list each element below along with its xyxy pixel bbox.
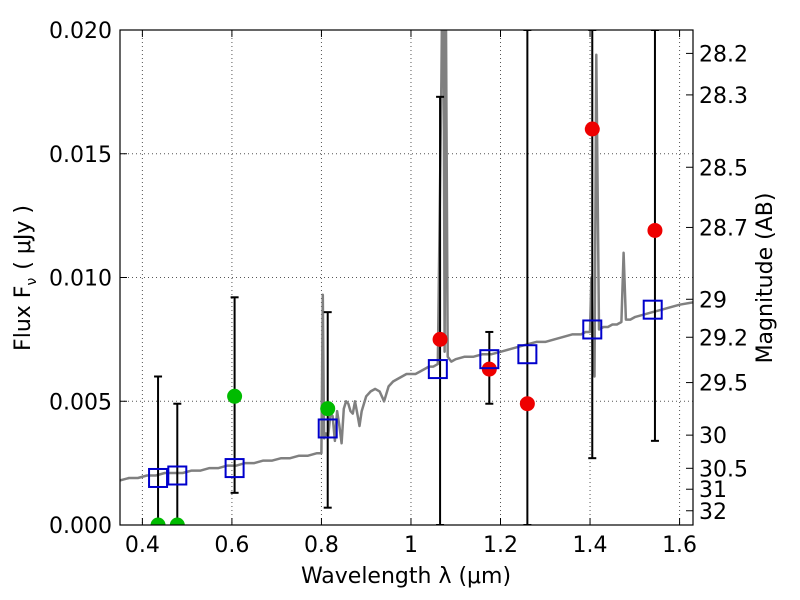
y-tick-label: 0.020 — [49, 19, 112, 44]
mag-tick-label: 30 — [699, 424, 727, 449]
nondetection-point — [320, 401, 336, 417]
detection-point — [647, 222, 663, 238]
model-photometry-square — [582, 319, 603, 340]
x-axis-label: Wavelength λ (μm) — [301, 564, 511, 589]
mag-tick-label: 29.2 — [699, 326, 748, 351]
model-photometry-square — [317, 418, 338, 439]
mag-tick-label: 28.3 — [699, 84, 748, 109]
y-axis-label: Flux Fν ( μJy ) — [11, 205, 40, 351]
mag-tick-label: 30.5 — [699, 457, 748, 482]
detection-point — [519, 396, 535, 412]
x-tick-label: 0.6 — [214, 533, 249, 558]
y-tick-label: 0.005 — [49, 390, 112, 415]
model-photometry-square — [642, 299, 663, 320]
y-axis-label-main: Flux F — [11, 286, 36, 351]
y-tick-label: 0.010 — [49, 267, 112, 292]
nondetection-point — [227, 388, 243, 404]
x-tick-label: 1.6 — [662, 533, 697, 558]
series-layer — [120, 30, 693, 525]
y-tick-label: 0.015 — [49, 143, 112, 168]
mag-tick-label: 28.5 — [699, 156, 748, 181]
y-axis-label-unit: ( μJy ) — [11, 205, 36, 270]
svg-text:Flux Fν( μJy ): Flux Fν ( μJy ) — [11, 205, 40, 351]
model-photometry-square — [479, 349, 500, 370]
x-tick-label: 1.4 — [573, 533, 608, 558]
x-tick-label: 0.4 — [125, 533, 160, 558]
nondetection-point — [169, 517, 185, 525]
model-photometry-square — [167, 465, 188, 486]
model-spectrum-line — [120, 30, 693, 482]
y2-axis-label: Magnitude (AB) — [753, 193, 778, 364]
model-photometry-square — [148, 467, 169, 488]
x-tick-label: 1 — [404, 533, 418, 558]
mag-tick-label: 32 — [699, 500, 727, 525]
detection-point — [584, 121, 600, 137]
grid-lines — [120, 29, 693, 526]
mag-tick-label: 31 — [699, 478, 727, 503]
y-tick-label: 0.000 — [49, 514, 112, 539]
detection-point — [432, 331, 448, 347]
axis-ticks: 0.4 0.6 0.8 1 1.2 1.4 1.6 0.000 0.005 0.010 0.015 0… — [49, 19, 748, 558]
mag-tick-label: 29.5 — [699, 372, 748, 397]
x-tick-label: 1.2 — [483, 533, 518, 558]
x-tick-label: 0.8 — [304, 533, 339, 558]
nondetection-point — [150, 517, 166, 525]
mag-tick-label: 28.7 — [699, 216, 748, 241]
plot-frame — [119, 29, 694, 526]
mag-tick-label: 29 — [699, 288, 727, 313]
model-photometry-square — [224, 458, 245, 479]
mag-tick-label: 28.2 — [699, 42, 748, 67]
model-photometry-square — [427, 359, 448, 380]
model-photometry-square — [517, 344, 538, 365]
y-axis-label-subscript: ν — [24, 278, 40, 286]
